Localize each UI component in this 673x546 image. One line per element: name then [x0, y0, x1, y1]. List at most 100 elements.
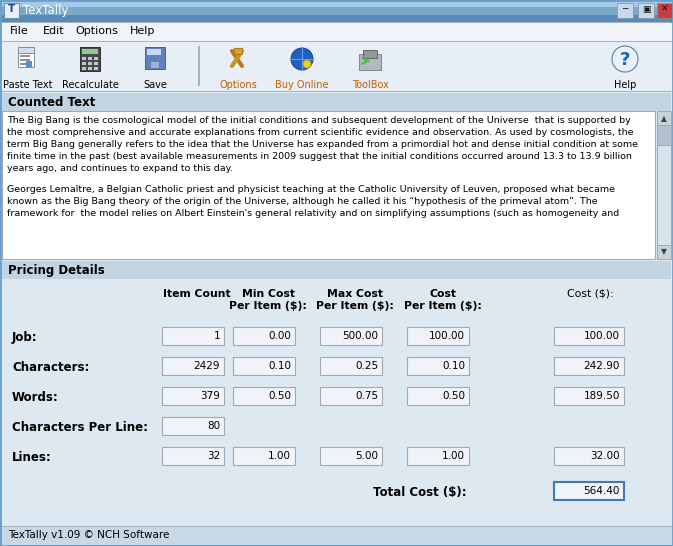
Bar — [554, 327, 624, 345]
Text: Item Count: Item Count — [163, 289, 231, 299]
Bar — [26, 61, 32, 67]
Bar — [554, 357, 624, 375]
Text: 0.25: 0.25 — [355, 361, 378, 371]
Text: 80: 80 — [207, 421, 220, 431]
Text: TexTally: TexTally — [23, 4, 69, 17]
Text: 379: 379 — [200, 391, 220, 401]
Bar — [151, 62, 159, 68]
Bar — [407, 357, 469, 375]
Bar — [80, 47, 100, 71]
Bar — [657, 3, 673, 18]
Bar — [88, 67, 92, 70]
Bar — [82, 49, 98, 54]
Bar — [554, 387, 624, 405]
Bar — [145, 47, 165, 69]
Text: 564.40: 564.40 — [583, 486, 620, 496]
Bar — [147, 49, 161, 55]
Text: 5.00: 5.00 — [355, 451, 378, 461]
Text: 2429: 2429 — [194, 361, 220, 371]
Bar — [18, 47, 34, 67]
Text: Recalculate: Recalculate — [61, 80, 118, 90]
Bar — [359, 54, 381, 70]
Text: ▼: ▼ — [661, 247, 667, 256]
Text: 242.90: 242.90 — [583, 361, 620, 371]
Bar — [320, 327, 382, 345]
Bar — [82, 67, 86, 70]
Text: Help: Help — [130, 26, 155, 36]
Text: finite time in the past (best available measurements in 2009 suggest that the in: finite time in the past (best available … — [7, 152, 632, 161]
Bar — [4, 3, 19, 18]
Bar — [162, 387, 224, 405]
Text: TexTally v1.09 © NCH Software: TexTally v1.09 © NCH Software — [8, 530, 170, 540]
Bar — [82, 57, 86, 60]
Bar — [162, 447, 224, 465]
Text: ─: ─ — [623, 5, 628, 14]
Text: 0.75: 0.75 — [355, 391, 378, 401]
Text: Help: Help — [614, 80, 636, 90]
Bar — [407, 447, 469, 465]
Text: Characters Per Line:: Characters Per Line: — [12, 421, 148, 434]
Bar — [20, 55, 30, 56]
Bar — [0, 91, 673, 92]
Text: 500.00: 500.00 — [342, 331, 378, 341]
Text: ▲: ▲ — [661, 114, 667, 123]
Bar — [554, 447, 624, 465]
Text: the most comprehensive and accurate explanations from current scientific evidenc: the most comprehensive and accurate expl… — [7, 128, 633, 137]
Text: Counted Text: Counted Text — [8, 96, 96, 109]
Text: T: T — [8, 4, 15, 14]
Text: 32: 32 — [207, 451, 220, 461]
Text: ▣: ▣ — [642, 5, 650, 14]
Bar — [94, 57, 98, 60]
Bar — [657, 111, 671, 125]
Text: 1.00: 1.00 — [268, 451, 291, 461]
Text: ✕: ✕ — [662, 5, 669, 14]
Text: Options: Options — [75, 26, 118, 36]
Bar — [0, 526, 673, 546]
Text: 0.10: 0.10 — [442, 361, 465, 371]
Text: Words:: Words: — [12, 391, 59, 404]
Bar — [0, 41, 673, 42]
Text: Pricing Details: Pricing Details — [8, 264, 105, 277]
Bar — [657, 111, 671, 259]
Text: Save: Save — [143, 80, 167, 90]
Text: Characters:: Characters: — [12, 361, 90, 374]
Text: Paste Text: Paste Text — [3, 80, 52, 90]
Text: 0.10: 0.10 — [268, 361, 291, 371]
Text: Edit: Edit — [43, 26, 65, 36]
Bar — [638, 3, 654, 18]
Bar — [407, 327, 469, 345]
Bar — [2, 22, 671, 23]
Text: framework for  the model relies on Albert Einstein's general relativity and on s: framework for the model relies on Albert… — [7, 209, 619, 218]
Bar — [88, 57, 92, 60]
Text: Min Cost: Min Cost — [242, 289, 295, 299]
Bar — [20, 59, 30, 61]
Bar — [554, 482, 624, 500]
Text: Cost: Cost — [429, 289, 456, 299]
Text: years ago, and continues to expand to this day.: years ago, and continues to expand to th… — [7, 164, 233, 173]
Bar — [617, 3, 633, 18]
Text: 32.00: 32.00 — [590, 451, 620, 461]
Bar — [320, 357, 382, 375]
Bar — [18, 47, 34, 53]
Text: 1.00: 1.00 — [442, 451, 465, 461]
Bar — [320, 447, 382, 465]
Bar — [0, 92, 673, 546]
Bar — [162, 357, 224, 375]
Text: known as the Big Bang theory of the origin of the Universe, although he called i: known as the Big Bang theory of the orig… — [7, 197, 598, 206]
Bar — [162, 327, 224, 345]
Bar — [234, 48, 242, 54]
Bar — [0, 0, 673, 8]
Circle shape — [612, 46, 638, 72]
Text: 189.50: 189.50 — [583, 391, 620, 401]
Bar — [0, 42, 673, 92]
Bar — [2, 93, 671, 111]
Bar — [0, 15, 673, 23]
Text: Max Cost: Max Cost — [327, 289, 383, 299]
Bar — [2, 111, 655, 259]
Bar — [320, 387, 382, 405]
Bar — [2, 279, 671, 524]
Text: Total Cost ($):: Total Cost ($): — [374, 486, 467, 499]
Bar — [0, 22, 673, 42]
Bar — [0, 526, 673, 527]
Bar — [407, 387, 469, 405]
